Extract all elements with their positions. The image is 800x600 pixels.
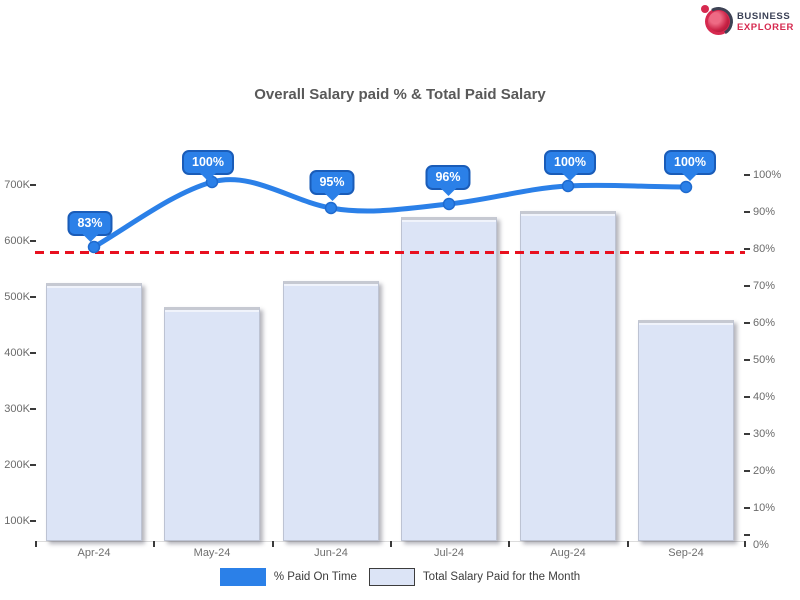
- y-axis-right-label: 70%: [753, 280, 776, 292]
- y-axis-left-tick: [30, 352, 36, 354]
- y-axis-left-tick: [30, 240, 36, 242]
- logo-dot-icon: [700, 5, 709, 13]
- y-axis-right-label: 50%: [753, 354, 776, 366]
- line-marker: [679, 180, 693, 194]
- bar-jul-24[interactable]: [401, 217, 497, 541]
- legend-label: % Paid On Time: [273, 571, 357, 583]
- y-axis-left-label: 200K: [4, 459, 30, 471]
- y-axis-left-tick: [30, 296, 36, 298]
- data-label-callout: 96%: [425, 165, 471, 190]
- y-axis-right-tick: [744, 470, 750, 472]
- y-axis-left-label: 600K: [4, 235, 30, 247]
- target-threshold-line: [35, 251, 745, 254]
- y-axis-left-tick: [30, 184, 36, 186]
- y-axis-right-label: 10%: [753, 502, 776, 514]
- y-axis-left-label: 700K: [4, 179, 30, 191]
- y-axis-right-label: 100%: [753, 169, 782, 181]
- line-marker: [87, 240, 101, 254]
- logo-line2: EXPLORER: [736, 21, 794, 33]
- legend: % Paid On Time Total Salary Paid for the…: [0, 568, 800, 586]
- line-marker: [561, 179, 575, 193]
- data-label-callout: 95%: [309, 170, 355, 195]
- logo-wordmark: BUSINESS EXPLORER: [737, 11, 794, 33]
- y-axis-left-label: 400K: [4, 347, 30, 359]
- y-axis-left-label: 100K: [4, 515, 30, 527]
- y-axis-right-tick: [744, 211, 750, 213]
- x-axis-label: Aug-24: [550, 547, 586, 559]
- x-axis-label: Sep-24: [668, 547, 704, 559]
- y-axis-right-tick: [744, 174, 750, 176]
- x-axis-label: May-24: [193, 547, 231, 559]
- data-label-callout: 100%: [182, 150, 234, 175]
- y-axis-right-tick: [744, 359, 750, 361]
- y-axis-left-label: 300K: [4, 403, 30, 415]
- data-label-callout: 100%: [544, 150, 596, 175]
- y-axis-right-tick: [744, 285, 750, 287]
- bar-apr-24[interactable]: [46, 283, 142, 541]
- x-axis-tick: [744, 541, 746, 547]
- logo: BUSINESS EXPLORER: [700, 5, 794, 35]
- y-axis-right-tick: [744, 396, 750, 398]
- x-axis-tick: [153, 541, 155, 547]
- legend-swatch-bar: [368, 568, 415, 586]
- x-axis-tick: [508, 541, 510, 547]
- bar-aug-24[interactable]: [520, 211, 616, 541]
- y-axis-left-tick: [30, 520, 36, 522]
- y-axis-left-label: 500K: [4, 291, 30, 303]
- y-axis-right-label: 40%: [753, 391, 776, 403]
- y-axis-right-tick: [744, 248, 750, 250]
- chart-title: Overall Salary paid % & Total Paid Salar…: [254, 86, 546, 103]
- legend-swatch-line: [219, 568, 266, 586]
- line-path: [91, 177, 689, 250]
- y-axis-right-tick: [744, 534, 750, 536]
- bar-sep-24[interactable]: [638, 320, 734, 541]
- bar-jun-24[interactable]: [283, 281, 379, 541]
- y-axis-right-label: 90%: [753, 206, 776, 218]
- x-axis-label: Jun-24: [314, 547, 348, 559]
- y-axis-right-label: 60%: [753, 317, 776, 329]
- bar-may-24[interactable]: [164, 307, 260, 541]
- y-axis-right-label: 80%: [753, 243, 776, 255]
- x-axis-tick: [627, 541, 629, 547]
- x-axis-label: Jul-24: [434, 547, 464, 559]
- x-axis-tick: [35, 541, 37, 547]
- y-axis-right-tick: [744, 433, 750, 435]
- line-marker: [442, 197, 456, 211]
- logo-line1: BUSINESS: [736, 10, 791, 22]
- y-axis-right-label: 30%: [753, 428, 776, 440]
- x-axis-tick: [390, 541, 392, 547]
- legend-label: Total Salary Paid for the Month: [422, 571, 581, 583]
- y-axis-right-label: 0%: [753, 539, 769, 551]
- legend-item-line-series[interactable]: % Paid On Time: [219, 568, 357, 586]
- globe-logo-icon: [700, 5, 732, 35]
- y-axis-left-tick: [30, 464, 36, 466]
- data-label-callout: 100%: [664, 150, 716, 175]
- legend-item-bar-series[interactable]: Total Salary Paid for the Month: [368, 568, 581, 586]
- y-axis-right-label: 20%: [753, 465, 776, 477]
- y-axis-left-tick: [30, 408, 36, 410]
- y-axis-right-tick: [744, 322, 750, 324]
- x-axis-tick: [272, 541, 274, 547]
- line-marker: [324, 201, 338, 215]
- x-axis-label: Apr-24: [77, 547, 111, 559]
- y-axis-right-tick: [744, 507, 750, 509]
- data-label-callout: 83%: [67, 211, 113, 236]
